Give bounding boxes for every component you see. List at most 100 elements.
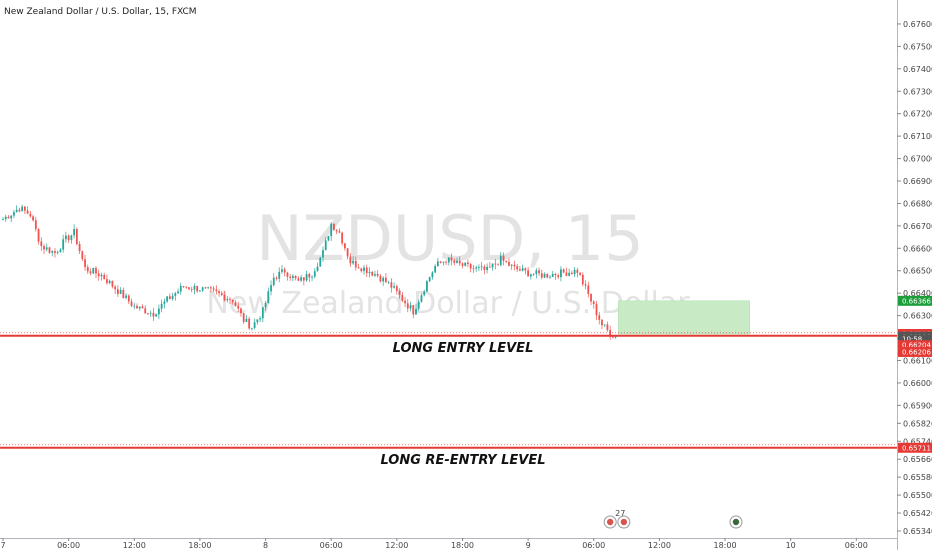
candle-body [86,267,89,272]
candle-body [305,273,308,281]
candle-body [464,262,467,266]
price-tag-label: 10:58 [902,336,922,344]
candle-body [374,274,376,276]
candle-body [401,294,404,301]
candle-body [26,210,29,214]
candle-body [568,272,571,276]
candle-body [557,275,560,278]
candle-body [469,263,472,269]
candle-body [595,304,598,316]
candle-body [231,299,234,303]
time-axis[interactable]: 7 06:00 12:00 18:00 8 06:00 12:00 18:00 9 06:00 12… [0,538,897,550]
candle-body [240,308,242,314]
candle-body [333,223,335,231]
price-tag-label: 0.66204 [902,342,931,350]
candle-body [119,289,122,294]
candle-body [346,248,349,257]
candle-body [612,336,614,338]
candle-body [540,273,543,278]
candle-body [155,314,158,317]
candle-body [15,209,18,213]
candle-body [229,299,231,300]
candle-body [166,296,168,302]
candle-body [598,315,601,320]
candle-body [491,263,494,268]
candle-body [220,293,223,295]
candle-body [409,305,412,309]
candle-body [538,270,540,274]
candle-body [573,269,576,274]
candle-body [106,279,108,284]
candle-body [365,267,368,274]
candle-body [354,260,357,268]
candle-body [412,305,415,315]
candle-body [152,312,155,317]
candle-body [270,285,272,292]
candle-body [100,274,103,277]
target-zone[interactable] [618,300,750,335]
candle-body [188,287,190,290]
candle-body [234,302,237,306]
level-lines[interactable]: LONG ENTRY LEVEL LONG RE-ENTRY LEVEL [0,332,897,468]
candle-body [505,260,508,262]
candle-body [45,247,48,250]
candle-body [289,276,292,278]
candle-body [606,324,609,331]
candle-body [360,268,363,272]
candle-body [477,267,480,268]
event-count-label: 27 [615,509,625,518]
candle-body [609,330,612,337]
candle-body [163,301,166,304]
candle-body [395,286,398,292]
candle-body [73,229,76,236]
candle-body [335,230,338,232]
candle-body [483,266,486,270]
candle-body [103,274,106,280]
candle-body [226,299,229,301]
candle-body [207,287,210,289]
candle-body [149,312,152,314]
event-flag-icon [732,518,740,526]
candle-body [89,271,92,274]
candle-body [368,271,371,274]
candle-body [316,266,319,272]
candle-body [398,291,401,295]
candle-body [376,274,379,276]
candle-body [546,273,549,278]
candle-body [601,319,603,326]
candle-body [18,209,21,212]
candle-body [579,272,581,275]
candle-body [494,263,497,265]
candle-body [576,269,579,273]
candle-body [420,295,423,302]
event-markers[interactable]: 27 [603,509,743,529]
candle-body [267,291,270,304]
candle-body [138,306,141,309]
target-zone-rect[interactable] [618,300,750,335]
candle-body [549,276,551,278]
candle-body [185,286,188,288]
candle-body [322,250,324,258]
x-tick-label: 10 [786,541,796,550]
candle-body [40,241,43,247]
candle-body [417,301,420,309]
candle-body [390,282,393,288]
x-tick-label: 18:00 [714,541,737,550]
candle-body [136,305,138,309]
candle-body [499,255,502,266]
watermark-symbol: NZDUSD, 15 [256,202,643,275]
candle-body [97,273,100,277]
